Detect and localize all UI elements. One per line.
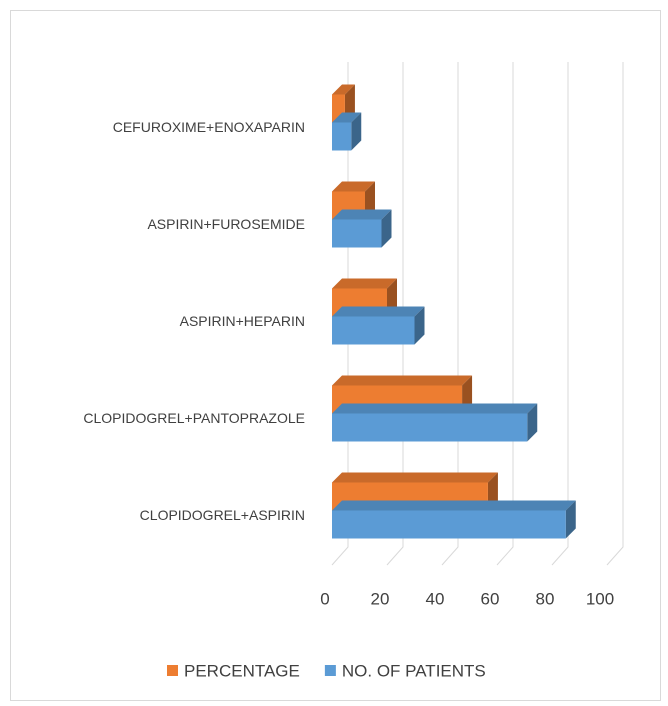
x-tick-label: 80 [536, 589, 555, 608]
bar [332, 122, 352, 151]
bar-top [332, 209, 392, 220]
bar [332, 316, 415, 345]
y-tick-label: CLOPIDOGREL+PANTOPRAZOLE [83, 410, 305, 426]
bar-top [332, 278, 397, 289]
grid-line [551, 62, 569, 566]
y-tick-label: CLOPIDOGREL+ASPIRIN [140, 507, 305, 523]
x-tick-label: 0 [320, 589, 329, 608]
y-tick-label: CEFUROXIME+ENOXAPARIN [113, 119, 305, 135]
bar-top [332, 500, 576, 511]
bar-side [527, 403, 538, 442]
grid-line [496, 62, 514, 566]
x-tick-label: 100 [586, 589, 614, 608]
grid-line [441, 62, 459, 566]
grid-line [606, 62, 624, 566]
y-tick-label: ASPIRIN+FUROSEMIDE [147, 216, 305, 232]
x-tick-label: 20 [371, 589, 390, 608]
bar-top [332, 306, 425, 317]
bar-side [565, 500, 576, 539]
grid-line [386, 62, 404, 566]
bar-top [332, 472, 498, 483]
x-tick-label: 40 [426, 589, 445, 608]
x-tick-label: 60 [481, 589, 500, 608]
bar [332, 413, 528, 442]
legend-swatch [324, 665, 336, 676]
bar-top [332, 84, 355, 95]
bar-top [332, 403, 538, 414]
bar-top [332, 112, 362, 123]
bar-top [332, 375, 473, 386]
legend-label: PERCENTAGE [184, 661, 300, 680]
bar [332, 510, 566, 539]
bar-side [351, 112, 362, 151]
legend-swatch [167, 665, 178, 676]
bar-top [332, 181, 375, 192]
bar-side [381, 209, 392, 248]
bar [332, 219, 382, 248]
y-tick-label: ASPIRIN+HEPARIN [180, 313, 305, 329]
bar-side [414, 306, 425, 345]
legend-label: NO. OF PATIENTS [342, 661, 486, 680]
